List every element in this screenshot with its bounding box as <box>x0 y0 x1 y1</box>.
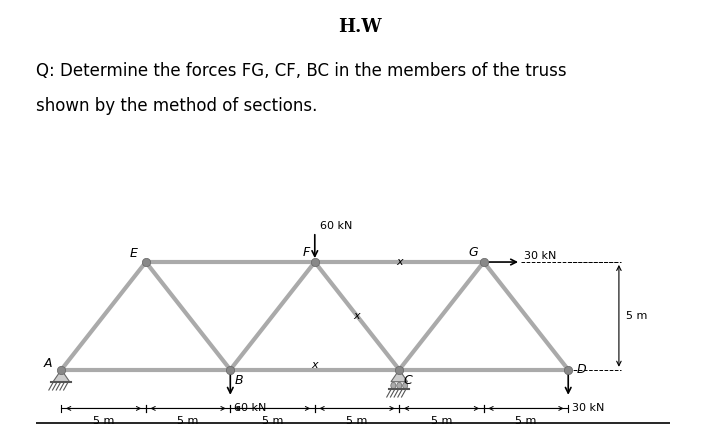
Polygon shape <box>53 369 70 382</box>
Text: 30 kN: 30 kN <box>524 251 557 261</box>
Text: B: B <box>235 374 243 387</box>
Circle shape <box>397 382 402 389</box>
Text: 5 m: 5 m <box>177 416 199 426</box>
Text: Q: Determine the forces FG, CF, BC in the members of the truss: Q: Determine the forces FG, CF, BC in th… <box>36 62 567 80</box>
Text: H.W: H.W <box>338 18 382 36</box>
Text: D: D <box>577 363 587 376</box>
Circle shape <box>391 382 396 389</box>
Text: x: x <box>354 311 360 321</box>
Text: C: C <box>403 374 412 387</box>
Text: 5 m: 5 m <box>346 416 368 426</box>
Text: x: x <box>312 360 318 370</box>
Polygon shape <box>391 369 408 382</box>
Text: 5 m: 5 m <box>626 311 647 321</box>
Text: 60 kN: 60 kN <box>320 221 352 231</box>
Text: 60 kN: 60 kN <box>234 403 266 413</box>
Text: shown by the method of sections.: shown by the method of sections. <box>36 97 318 116</box>
Text: E: E <box>130 247 138 260</box>
Text: 5 m: 5 m <box>431 416 452 426</box>
Text: 30 kN: 30 kN <box>572 403 604 413</box>
Circle shape <box>402 382 408 389</box>
Text: G: G <box>469 246 478 259</box>
Text: x: x <box>396 257 402 267</box>
Text: 5 m: 5 m <box>262 416 283 426</box>
Text: 5 m: 5 m <box>516 416 536 426</box>
Text: 5 m: 5 m <box>93 416 114 426</box>
Text: F: F <box>302 246 310 259</box>
Text: A: A <box>44 357 52 370</box>
